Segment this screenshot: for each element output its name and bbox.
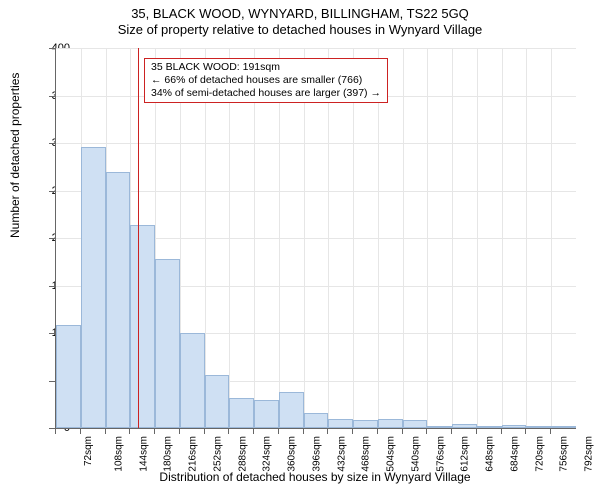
grid-line-v bbox=[304, 48, 305, 428]
chart-title: 35, BLACK WOOD, WYNYARD, BILLINGHAM, TS2… bbox=[0, 0, 600, 37]
histogram-bar bbox=[155, 259, 180, 428]
grid-line-v bbox=[477, 48, 478, 428]
plot-area: 35 BLACK WOOD: 191sqm ← 66% of detached … bbox=[55, 48, 576, 429]
x-tick-label: 216sqm bbox=[188, 436, 199, 472]
x-tick-label: 540sqm bbox=[410, 436, 421, 472]
x-tick-label: 504sqm bbox=[386, 436, 397, 472]
x-tick-label: 756sqm bbox=[559, 436, 570, 472]
histogram-bar bbox=[403, 420, 428, 428]
title-line-2: Size of property relative to detached ho… bbox=[0, 22, 600, 38]
histogram-bar bbox=[502, 425, 527, 428]
histogram-bar bbox=[81, 147, 106, 428]
grid-line-v bbox=[328, 48, 329, 428]
histogram-bar bbox=[526, 426, 551, 428]
histogram-bar bbox=[551, 426, 576, 428]
grid-line-h bbox=[56, 143, 576, 144]
chart-container: 35, BLACK WOOD, WYNYARD, BILLINGHAM, TS2… bbox=[0, 0, 600, 500]
histogram-bar bbox=[477, 426, 502, 428]
histogram-bar bbox=[130, 225, 155, 428]
x-tick-label: 432sqm bbox=[336, 436, 347, 472]
grid-line-v bbox=[353, 48, 354, 428]
histogram-bar bbox=[304, 413, 329, 428]
annotation-box: 35 BLACK WOOD: 191sqm ← 66% of detached … bbox=[144, 58, 388, 103]
grid-line-v bbox=[551, 48, 552, 428]
grid-line-h bbox=[56, 191, 576, 192]
y-axis-title: Number of detached properties bbox=[8, 73, 22, 238]
annotation-line-3: 34% of semi-detached houses are larger (… bbox=[151, 87, 381, 100]
histogram-bar bbox=[279, 392, 304, 428]
x-tick-label: 72sqm bbox=[83, 436, 94, 466]
x-tick-label: 360sqm bbox=[287, 436, 298, 472]
x-tick-label: 324sqm bbox=[262, 436, 273, 472]
x-tick-label: 576sqm bbox=[435, 436, 446, 472]
histogram-bar bbox=[56, 325, 81, 428]
histogram-bar bbox=[205, 375, 230, 428]
x-tick-label: 108sqm bbox=[113, 436, 124, 472]
x-tick-label: 684sqm bbox=[510, 436, 521, 472]
x-tick-label: 468sqm bbox=[361, 436, 372, 472]
x-tick-label: 396sqm bbox=[311, 436, 322, 472]
x-tick-label: 252sqm bbox=[212, 436, 223, 472]
grid-line-v bbox=[279, 48, 280, 428]
histogram-bar bbox=[229, 398, 254, 428]
histogram-bar bbox=[427, 426, 452, 428]
grid-line-v bbox=[452, 48, 453, 428]
x-tick-label: 612sqm bbox=[460, 436, 471, 472]
title-line-1: 35, BLACK WOOD, WYNYARD, BILLINGHAM, TS2… bbox=[0, 6, 600, 22]
x-tick-label: 180sqm bbox=[163, 436, 174, 472]
x-tick-label: 648sqm bbox=[485, 436, 496, 472]
grid-line-v bbox=[403, 48, 404, 428]
histogram-bar bbox=[452, 424, 477, 428]
annotation-line-2: ← 66% of detached houses are smaller (76… bbox=[151, 74, 381, 87]
histogram-bar bbox=[254, 400, 279, 429]
histogram-bar bbox=[328, 419, 353, 429]
grid-line-v bbox=[229, 48, 230, 428]
grid-line-v bbox=[378, 48, 379, 428]
histogram-bar bbox=[378, 419, 403, 429]
histogram-bar bbox=[180, 333, 205, 428]
grid-line-v bbox=[205, 48, 206, 428]
grid-line-v bbox=[526, 48, 527, 428]
x-tick-label: 792sqm bbox=[584, 436, 595, 472]
annotation-line-1: 35 BLACK WOOD: 191sqm bbox=[151, 61, 381, 74]
grid-line-h bbox=[56, 48, 576, 49]
x-tick-label: 144sqm bbox=[138, 436, 149, 472]
histogram-bar bbox=[106, 172, 131, 429]
marker-line bbox=[138, 48, 139, 428]
x-tick-label: 288sqm bbox=[237, 436, 248, 472]
grid-line-v bbox=[254, 48, 255, 428]
x-axis-title: Distribution of detached houses by size … bbox=[55, 470, 575, 484]
histogram-bar bbox=[353, 420, 378, 428]
grid-line-v bbox=[427, 48, 428, 428]
x-tick-label: 720sqm bbox=[534, 436, 545, 472]
grid-line-v bbox=[502, 48, 503, 428]
